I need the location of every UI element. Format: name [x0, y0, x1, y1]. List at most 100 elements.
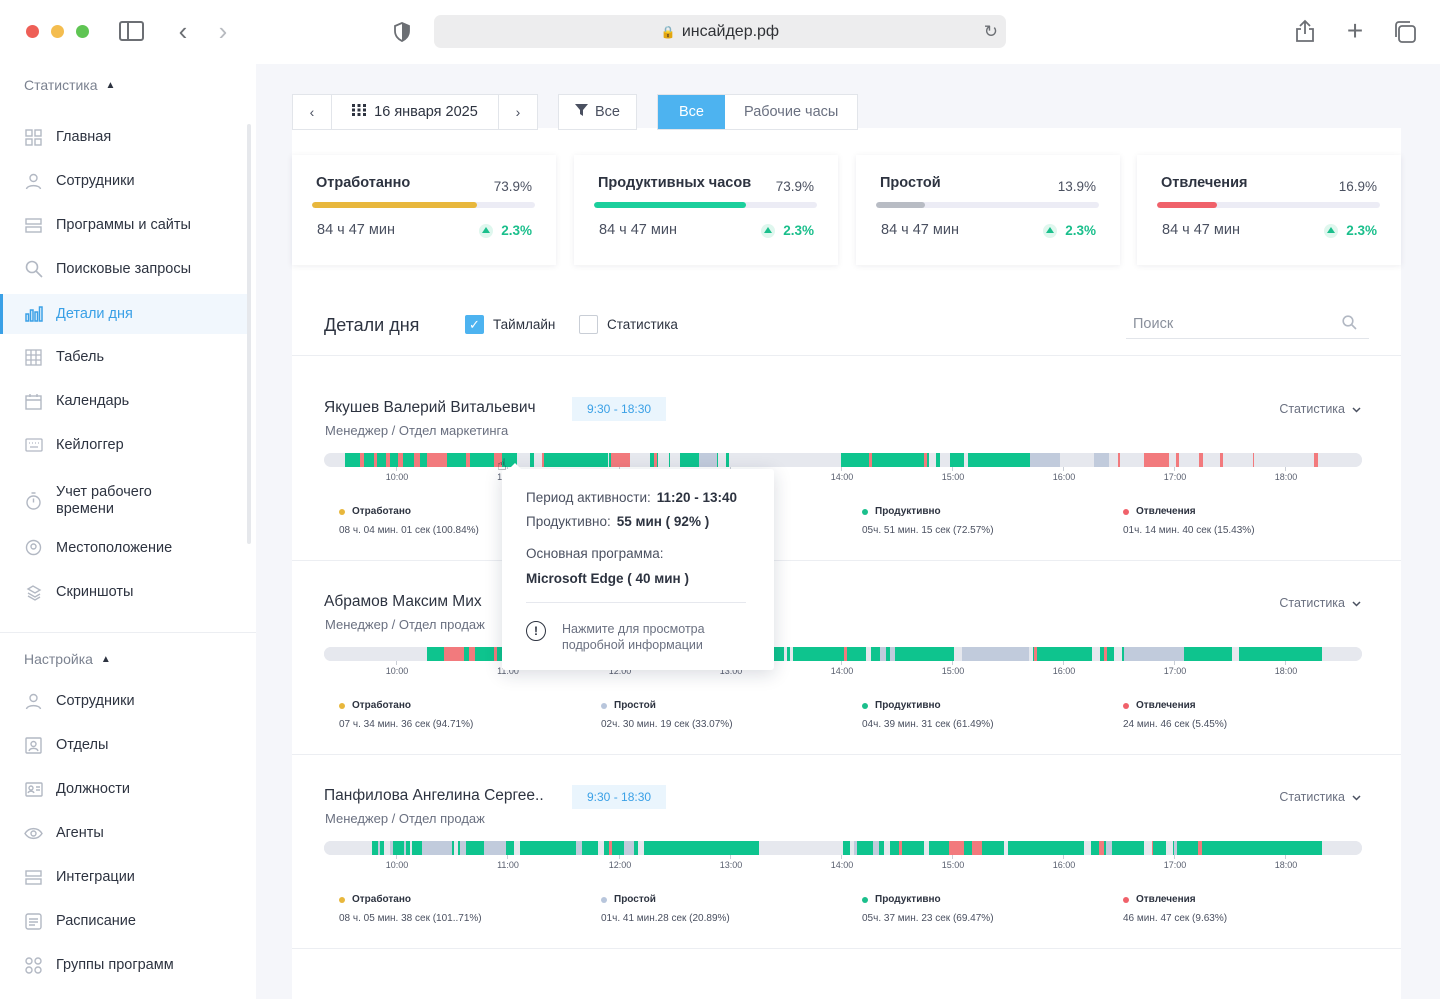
timeline-segment[interactable]: [422, 841, 452, 855]
timeline-segment[interactable]: [1124, 647, 1184, 661]
timeline-segment[interactable]: [460, 841, 466, 855]
sidebar-section-stats[interactable]: Статистика ▲: [24, 77, 116, 93]
next-date-button[interactable]: ›: [515, 104, 521, 120]
timeline-segment[interactable]: [844, 647, 847, 661]
timeline-segment[interactable]: [484, 841, 506, 855]
date-display[interactable]: 16 января 2025: [331, 95, 499, 129]
segment-all[interactable]: Все: [658, 95, 725, 129]
timeline-segment[interactable]: [1199, 453, 1203, 467]
timeline-segment[interactable]: [1034, 647, 1037, 661]
timeline-segment[interactable]: [398, 453, 403, 467]
timeline-segment[interactable]: [609, 841, 612, 855]
timeline-segment[interactable]: [494, 453, 502, 467]
sidebar-item[interactable]: Сотрудники: [0, 681, 250, 721]
sidebar-item[interactable]: Календарь: [0, 381, 250, 421]
timeline-segment[interactable]: [360, 453, 364, 467]
timeline-segment[interactable]: [378, 841, 380, 855]
timeline-segment[interactable]: [469, 647, 475, 661]
timeline-segment[interactable]: [949, 841, 964, 855]
sidebar-item[interactable]: Расписание: [0, 901, 250, 941]
sidebar-item[interactable]: Отделы: [0, 725, 250, 765]
timeline-segment[interactable]: [699, 453, 717, 467]
back-arrow-icon[interactable]: ‹: [178, 16, 188, 46]
sidebar-item[interactable]: Местоположение: [0, 528, 250, 568]
timeline-segment[interactable]: [880, 647, 886, 661]
timeline-segment[interactable]: [890, 647, 895, 661]
timeline-segment[interactable]: [374, 453, 377, 467]
sidebar-item[interactable]: Должности: [0, 769, 250, 809]
timeline-segment[interactable]: [873, 841, 879, 855]
sidebar-item[interactable]: Детали дня: [0, 294, 250, 334]
sidebar-item[interactable]: Учет рабочего времени: [0, 477, 250, 525]
timeline-segment[interactable]: [1174, 841, 1177, 855]
timeline-segment[interactable]: [427, 453, 447, 467]
activity-tooltip[interactable]: Период активности: 11:20 - 13:40 Продукти…: [502, 463, 774, 670]
timeline-segment[interactable]: [404, 841, 406, 855]
sidebar-item[interactable]: Поисковые запросы: [0, 249, 250, 289]
timeline-segment[interactable]: [654, 453, 657, 467]
timeline-segment[interactable]: [1139, 453, 1169, 467]
timeline-segment[interactable]: [1314, 453, 1318, 467]
activity-timeline[interactable]: [324, 453, 1362, 467]
search-input[interactable]: Поиск: [1126, 310, 1369, 339]
timeline-segment[interactable]: [1104, 647, 1107, 661]
stats-checkbox[interactable]: Статистика: [579, 315, 678, 334]
timeline-segment[interactable]: [444, 647, 464, 661]
timeline-segment[interactable]: [540, 453, 544, 467]
employee-name[interactable]: Панфилова Ангелина Сергее..: [324, 787, 544, 804]
timeline-segment[interactable]: [386, 453, 390, 467]
timeline-segment[interactable]: [390, 841, 393, 855]
timeline-segment[interactable]: [1106, 841, 1112, 855]
timeline-segment[interactable]: [494, 647, 497, 661]
stats-dropdown[interactable]: Статистика: [1279, 596, 1361, 610]
privacy-shield-icon[interactable]: [392, 21, 412, 43]
timeline-segment[interactable]: [1198, 841, 1202, 855]
employee-name[interactable]: Якушев Валерий Витальевич: [324, 399, 536, 416]
segment-work-hours[interactable]: Рабочие часы: [744, 104, 839, 120]
sidebar-item[interactable]: Скриншоты: [0, 572, 250, 612]
stats-dropdown[interactable]: Статистика: [1279, 402, 1361, 416]
sidebar-item[interactable]: Кейлоггер: [0, 425, 250, 465]
timeline-segment[interactable]: [869, 453, 872, 467]
timeline-segment[interactable]: [972, 841, 982, 855]
sidebar-item[interactable]: Главная: [0, 117, 250, 157]
timeline-segment[interactable]: [414, 453, 420, 467]
close-window-button[interactable]: [26, 25, 39, 38]
employee-name[interactable]: Абрамов Максим Мих: [324, 593, 482, 610]
timeline-segment[interactable]: [611, 453, 631, 467]
timeline-segment[interactable]: [899, 841, 902, 855]
timeline-segment[interactable]: [1176, 453, 1179, 467]
tooltip-hint[interactable]: ! Нажмите для просмотра подробной информ…: [526, 621, 742, 653]
timeline-checkbox[interactable]: ✓ Таймлайн: [465, 315, 555, 334]
reload-icon[interactable]: ↻: [983, 22, 998, 41]
timeline-segment[interactable]: [854, 841, 857, 855]
zoom-window-button[interactable]: [76, 25, 89, 38]
timeline-segment[interactable]: [1030, 453, 1060, 467]
timeline-segment[interactable]: [1094, 453, 1109, 467]
sidebar-scrollbar[interactable]: [247, 124, 251, 544]
forward-arrow-icon[interactable]: ›: [218, 16, 228, 46]
sidebar-toggle-icon[interactable]: [119, 21, 144, 41]
timeline-segment[interactable]: [1117, 453, 1120, 467]
activity-timeline[interactable]: [324, 841, 1362, 855]
sidebar-item[interactable]: Интеграции: [0, 857, 250, 897]
activity-timeline[interactable]: [324, 647, 1362, 661]
tab-overview-icon[interactable]: [1393, 20, 1417, 44]
sidebar-item[interactable]: Агенты: [0, 813, 250, 853]
timeline-segment[interactable]: [1099, 841, 1104, 855]
timeline-segment[interactable]: [624, 841, 634, 855]
filter-button[interactable]: Все: [558, 94, 637, 130]
timeline-segment[interactable]: [466, 453, 470, 467]
sidebar-item[interactable]: Группы программ: [0, 945, 250, 985]
timeline-segment[interactable]: [576, 841, 582, 855]
minimize-window-button[interactable]: [51, 25, 64, 38]
stats-dropdown[interactable]: Статистика: [1279, 790, 1361, 804]
address-bar[interactable]: 🔒 инсайдер.рф ↻: [434, 15, 1006, 48]
share-icon[interactable]: [1294, 19, 1316, 43]
sidebar-item[interactable]: Программы и сайты: [0, 205, 250, 245]
new-tab-icon[interactable]: +: [1346, 15, 1364, 46]
timeline-segment[interactable]: [1220, 453, 1223, 467]
sidebar-item[interactable]: Табель: [0, 337, 250, 377]
timeline-segment[interactable]: [962, 647, 1032, 661]
timeline-segment[interactable]: [924, 453, 927, 467]
